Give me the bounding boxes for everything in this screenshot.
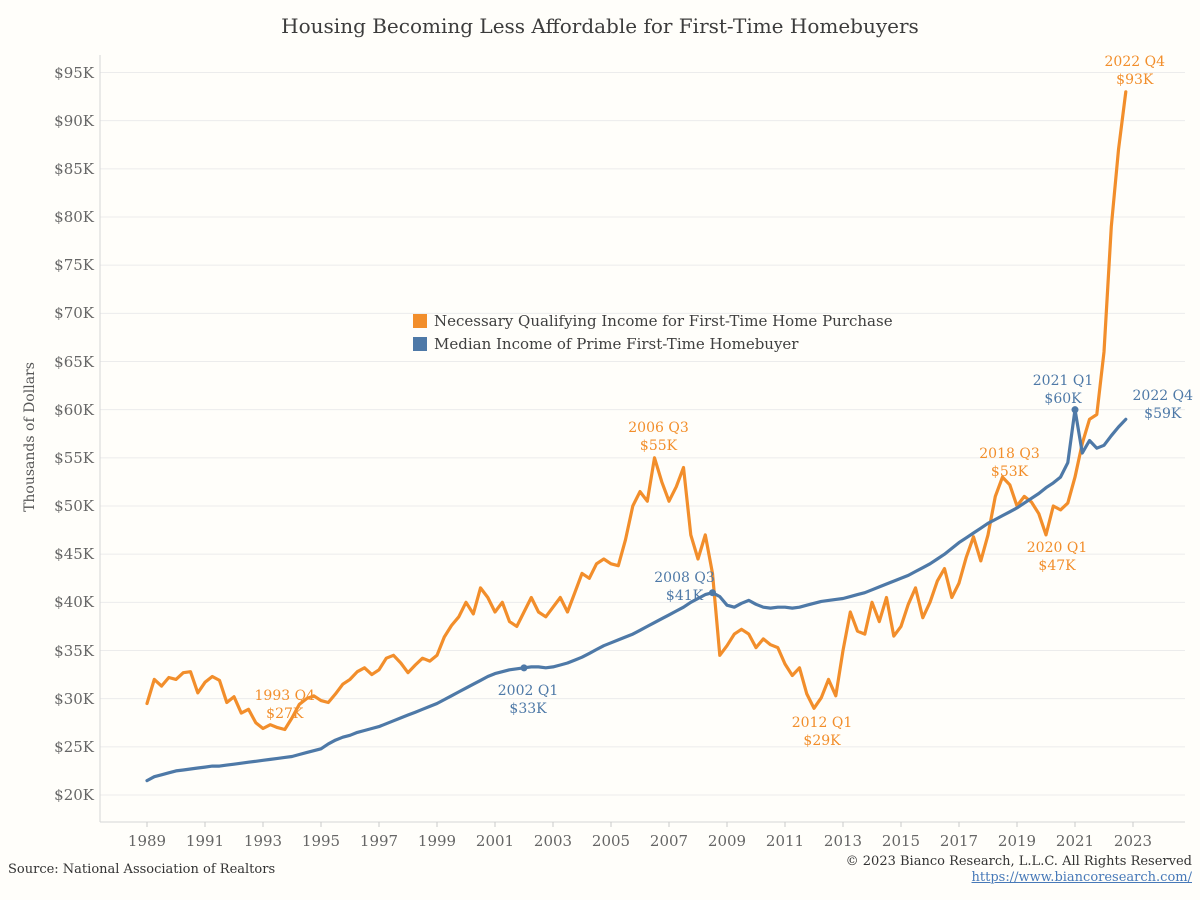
annotation-2022-q4: 2022 Q4 $93K xyxy=(1070,53,1200,89)
annotation-2022-q4: 2022 Q4 $59K xyxy=(1098,387,1200,423)
annotation-date: 2002 Q1 xyxy=(497,682,559,699)
chart-title: Housing Becoming Less Affordable for Fir… xyxy=(281,14,919,38)
x-tick-label: 2021 xyxy=(1055,832,1095,850)
annotation-value: $41K xyxy=(665,587,704,604)
footer-copyright: © 2023 Bianco Research, L.L.C. All Right… xyxy=(845,854,1192,869)
y-tick-label: $75K xyxy=(54,256,94,275)
x-tick-label: 1995 xyxy=(301,832,341,850)
y-tick-label: $50K xyxy=(54,497,94,515)
y-tick-label: $85K xyxy=(54,159,94,178)
y-tick-label: $55K xyxy=(54,448,94,467)
annotation-2002-q1: 2002 Q1 $33K xyxy=(463,682,593,718)
y-tick-label: $60K xyxy=(54,400,94,419)
annotation-date: 1993 Q4 xyxy=(254,688,315,705)
annotation-date: 2022 Q4 xyxy=(1132,388,1193,405)
x-tick-label: 2015 xyxy=(881,832,921,850)
annotation-value: $53K xyxy=(990,464,1029,481)
annotation-marker-dot xyxy=(1071,406,1079,414)
annotation-value: $60K xyxy=(1044,390,1082,407)
annotation-marker-dot xyxy=(520,664,528,672)
annotation-value: $55K xyxy=(639,437,678,454)
x-tick-label: 1997 xyxy=(359,832,399,850)
x-tick-label: 2017 xyxy=(939,832,979,850)
y-tick-label: $20K xyxy=(54,786,94,804)
x-tick-label: 2007 xyxy=(649,832,689,850)
annotation-value: $59K xyxy=(1144,406,1182,423)
annotation-value: $93K xyxy=(1116,71,1154,88)
x-tick-label: 2019 xyxy=(997,832,1037,850)
x-tick-label: 2023 xyxy=(1113,832,1153,850)
footer-source: Source: National Association of Realtors xyxy=(8,862,276,877)
annotation-date: 2008 Q3 xyxy=(654,569,715,586)
x-tick-label: 1989 xyxy=(127,832,167,850)
x-tick-label: 2011 xyxy=(765,832,805,850)
annotation-marker-dot xyxy=(709,589,716,597)
annotation-2018-q3: 2018 Q3 $53K xyxy=(945,445,1075,481)
annotation-date: 2022 Q4 xyxy=(1104,53,1165,70)
x-tick-label: 2001 xyxy=(475,832,515,850)
legend-swatch-blue xyxy=(413,337,427,351)
x-tick-label: 2009 xyxy=(707,832,747,850)
annotation-date: 2006 Q3 xyxy=(628,419,689,436)
annotation-date: 2020 Q1 xyxy=(1026,539,1088,556)
annotation-2021-q1: 2021 Q1 $60K xyxy=(998,372,1128,408)
y-tick-label: $65K xyxy=(54,352,94,371)
y-tick-label: $25K xyxy=(54,737,94,756)
y-tick-label: $30K xyxy=(54,689,94,708)
x-tick-label: 2005 xyxy=(591,832,631,850)
y-tick-label: $95K xyxy=(54,63,94,82)
legend-item-median-income: Median Income of Prime First-Time Homebu… xyxy=(413,333,893,355)
x-tick-label: 2013 xyxy=(823,832,863,850)
y-tick-label: $40K xyxy=(54,593,94,612)
annotation-value: $27K xyxy=(266,706,304,723)
annotation-date: 2018 Q3 xyxy=(979,446,1040,463)
footer-copyright-block: © 2023 Bianco Research, L.L.C. All Right… xyxy=(846,854,1192,886)
y-tick-label: $45K xyxy=(54,545,94,564)
legend: Necessary Qualifying Income for First-Ti… xyxy=(413,310,893,356)
annotation-value: $33K xyxy=(509,700,547,717)
x-tick-label: 1999 xyxy=(417,832,457,850)
legend-swatch-orange xyxy=(413,314,427,328)
annotation-1993-q4: 1993 Q4 $27K xyxy=(220,687,350,723)
legend-label-median-income: Median Income of Prime First-Time Homebu… xyxy=(434,335,799,353)
y-tick-label: $90K xyxy=(54,111,94,130)
series-line-qualifying-income xyxy=(145,90,1128,732)
legend-label-qualifying-income: Necessary Qualifying Income for First-Ti… xyxy=(434,312,893,330)
series-line-median-income xyxy=(145,408,1128,783)
annotation-2006-q3: 2006 Q3 $55K xyxy=(594,419,724,455)
x-tick-label: 1991 xyxy=(185,832,225,850)
annotation-2020-q1: 2020 Q1 $47K xyxy=(992,539,1122,575)
footer-link[interactable]: https://www.biancoresearch.com/ xyxy=(971,870,1192,885)
y-tick-label: $70K xyxy=(54,304,94,323)
y-tick-label: $80K xyxy=(54,208,94,226)
x-tick-label: 1993 xyxy=(243,832,283,850)
legend-item-qualifying-income: Necessary Qualifying Income for First-Ti… xyxy=(413,310,893,332)
x-tick-label: 2003 xyxy=(533,832,573,850)
y-tick-label: $35K xyxy=(54,641,94,660)
annotation-date: 2021 Q1 xyxy=(1032,372,1094,389)
annotation-2008-q3: 2008 Q3 $41K xyxy=(620,569,750,605)
annotation-value: $29K xyxy=(803,733,841,750)
annotation-2012-q1: 2012 Q1 $29K xyxy=(757,714,887,750)
annotation-date: 2012 Q1 xyxy=(791,715,853,732)
annotation-value: $47K xyxy=(1038,557,1076,574)
